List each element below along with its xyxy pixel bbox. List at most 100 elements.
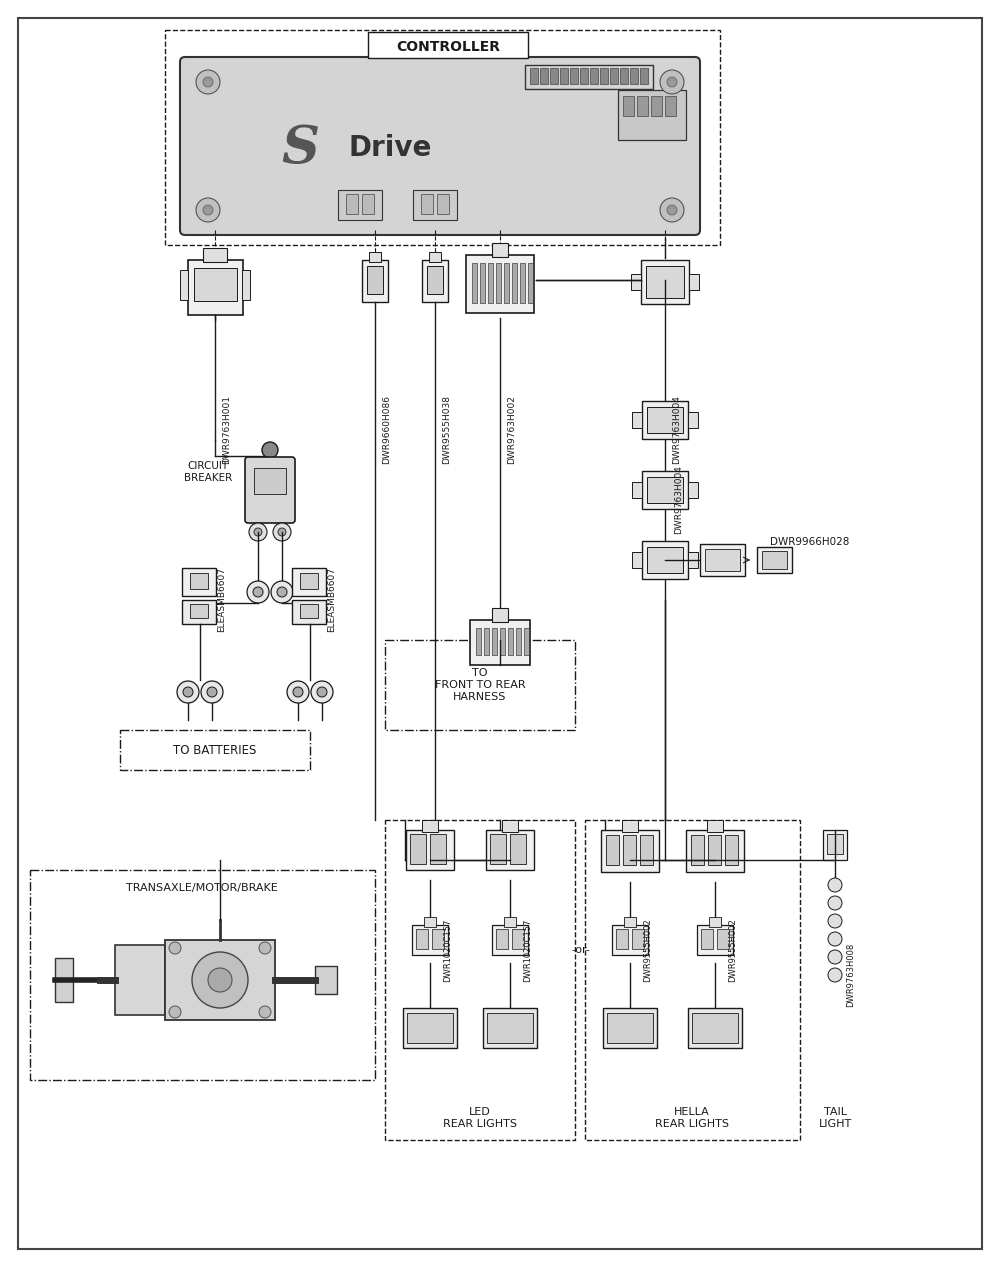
Bar [292,601,326,625]
Bar [492,608,508,622]
Bar [606,835,619,865]
Bar [632,552,642,568]
Bar [701,929,713,949]
Circle shape [271,582,293,603]
Bar [686,830,744,872]
Bar [688,552,698,568]
Text: DWR9763H008: DWR9763H008 [846,943,856,1007]
Bar [242,270,250,300]
Text: DWR9555H002: DWR9555H002 [728,919,738,982]
Circle shape [259,1006,271,1017]
Bar [632,929,644,949]
Bar [422,820,438,832]
Text: DWR1020C157: DWR1020C157 [524,919,532,982]
Bar [504,917,516,927]
Bar [762,551,787,569]
Bar [641,260,689,304]
Bar [688,481,698,498]
Bar [315,965,337,995]
Bar [476,628,481,655]
Bar [725,835,738,865]
Circle shape [828,896,842,910]
Bar [188,260,243,315]
Bar [688,1009,742,1048]
Bar [115,945,165,1015]
Bar [827,834,843,854]
Text: Drive: Drive [348,134,432,162]
Circle shape [262,442,278,457]
Bar [528,264,533,303]
Bar [708,835,721,865]
Bar [707,820,723,832]
Bar [585,820,800,1140]
Text: DWR9555H038: DWR9555H038 [442,395,452,465]
Bar [490,834,506,864]
Text: TAIL
LIGHT: TAIL LIGHT [818,1107,852,1129]
Circle shape [183,687,193,697]
Bar [487,1014,533,1043]
Bar [692,1014,738,1043]
Bar [484,628,489,655]
Bar [55,958,73,1002]
Bar [510,834,526,864]
Bar [410,834,426,864]
Bar [622,820,638,832]
Circle shape [169,941,181,954]
Bar [483,1009,537,1048]
Bar [429,252,441,262]
Text: CIRCUIT
BREAKER: CIRCUIT BREAKER [184,461,232,483]
Bar [194,269,237,302]
Bar [618,90,686,139]
Bar [203,248,227,262]
Circle shape [277,587,287,597]
Circle shape [311,680,333,703]
Bar [432,929,444,949]
Circle shape [247,582,269,603]
Circle shape [177,680,199,703]
Bar [530,68,538,84]
Text: DWR9660H086: DWR9660H086 [382,395,392,465]
Bar [466,255,534,313]
Circle shape [667,77,677,87]
Bar [488,264,493,303]
Bar [421,194,433,214]
Bar [697,925,733,955]
Circle shape [249,523,267,541]
Circle shape [667,205,677,215]
Bar [30,870,375,1079]
Bar [385,640,575,730]
Bar [512,929,524,949]
Bar [642,400,688,438]
Bar [190,573,208,589]
Text: DWR9763H004: DWR9763H004 [672,395,682,465]
Bar [642,541,688,579]
Bar [540,68,548,84]
Text: TRANSAXLE/MOTOR/BRAKE: TRANSAXLE/MOTOR/BRAKE [126,883,278,893]
Circle shape [201,680,223,703]
Bar [190,604,208,618]
Text: LED
REAR LIGHTS: LED REAR LIGHTS [443,1107,517,1129]
Bar [430,834,446,864]
Bar [369,252,381,262]
Circle shape [196,70,220,94]
Bar [486,830,534,870]
Bar [385,820,575,1140]
Circle shape [192,952,248,1009]
Bar [472,264,477,303]
Bar [182,568,216,595]
Bar [823,830,847,860]
Circle shape [660,198,684,222]
Bar [406,830,454,870]
Bar [300,573,318,589]
Bar [717,929,729,949]
Bar [413,190,457,220]
Bar [520,264,525,303]
Bar [688,412,698,428]
Text: CONTROLLER: CONTROLLER [396,41,500,54]
Bar [631,274,641,290]
Bar [623,835,636,865]
Circle shape [660,70,684,94]
Bar [624,917,636,927]
Bar [403,1009,457,1048]
Text: TO BATTERIES: TO BATTERIES [173,744,257,756]
